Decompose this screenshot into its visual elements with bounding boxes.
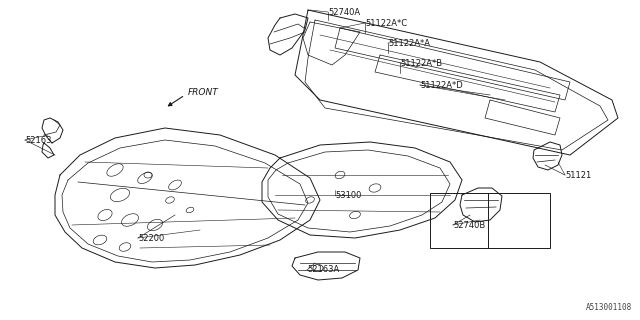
Text: 51122A*D: 51122A*D [420, 81, 463, 90]
Text: A513001108: A513001108 [586, 303, 632, 312]
Text: 52163: 52163 [25, 135, 51, 145]
Text: 52740A: 52740A [328, 7, 360, 17]
Text: 52163A: 52163A [307, 266, 339, 275]
Text: 51121: 51121 [565, 171, 591, 180]
Text: 51122A*C: 51122A*C [365, 19, 407, 28]
Text: 53100: 53100 [335, 190, 362, 199]
Text: 51122A*B: 51122A*B [400, 59, 442, 68]
Bar [430, 193, 550, 248]
Text: 52200: 52200 [138, 234, 164, 243]
Text: FRONT: FRONT [188, 87, 219, 97]
Text: 51122A*A: 51122A*A [388, 38, 430, 47]
Text: 52740B: 52740B [453, 220, 485, 229]
